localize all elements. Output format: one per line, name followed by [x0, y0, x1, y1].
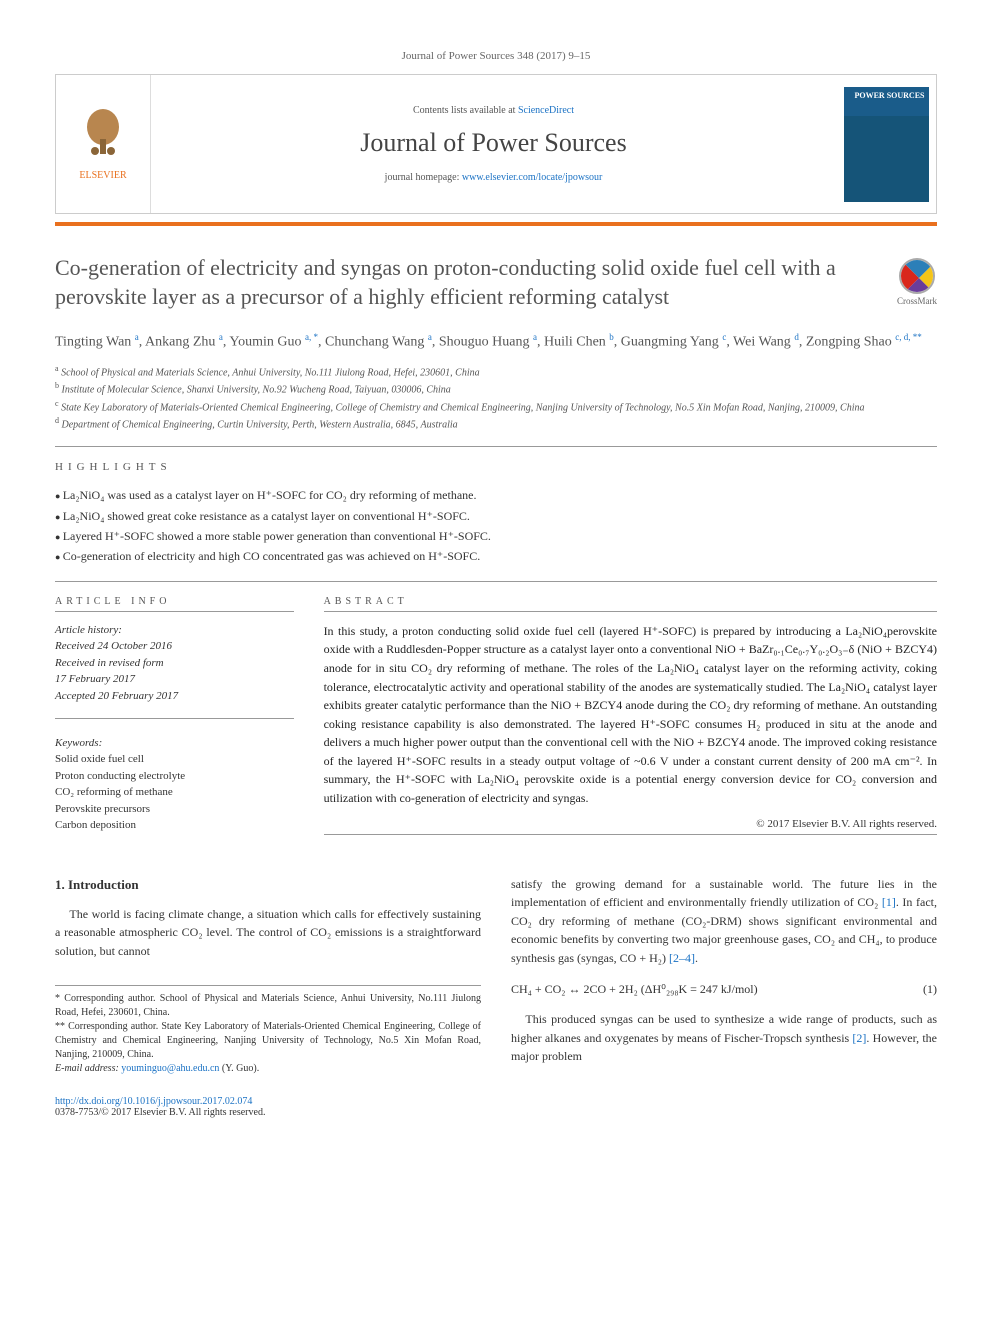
- elsevier-logo: ELSEVIER: [79, 107, 126, 182]
- highlights-list: La₂NiO₄ was used as a catalyst layer on …: [55, 485, 937, 567]
- keywords-list: Solid oxide fuel cellProton conducting e…: [55, 751, 294, 834]
- highlight-item: Layered H⁺-SOFC showed a more stable pow…: [55, 526, 937, 546]
- footer-copyright: 0378-7753/© 2017 Elsevier B.V. All right…: [55, 1107, 937, 1118]
- separator: [55, 446, 937, 447]
- corresponding-footnotes: * Corresponding author. School of Physic…: [55, 985, 481, 1076]
- history-label: Article history:: [55, 622, 294, 639]
- body-columns: 1. Introduction The world is facing clim…: [55, 875, 937, 1076]
- homepage-label: journal homepage:: [385, 172, 462, 183]
- article-info-row: ARTICLE INFO Article history: Received 2…: [55, 596, 937, 849]
- body-col-right: satisfy the growing demand for a sustain…: [511, 875, 937, 1076]
- intro-text: satisfy the growing demand for a sustain…: [511, 877, 937, 910]
- intro-paragraph-2: satisfy the growing demand for a sustain…: [511, 875, 937, 968]
- body-col-left: 1. Introduction The world is facing clim…: [55, 875, 481, 1076]
- keywords-label: Keywords:: [55, 737, 294, 749]
- keyword-item: CO₂ reforming of methane: [55, 784, 294, 801]
- homepage-line: journal homepage: www.elsevier.com/locat…: [385, 172, 603, 183]
- contents-listing: Contents lists available at ScienceDirec…: [413, 105, 574, 116]
- highlight-item: La₂NiO₄ showed great coke resistance as …: [55, 506, 937, 526]
- equation: CH₄ + CO₂ ↔ 2CO + 2H₂ (ΔH⁰₂₉₈K = 247 kJ/…: [511, 980, 758, 999]
- abstract-label: ABSTRACT: [324, 596, 937, 612]
- contents-label: Contents lists available at: [413, 105, 518, 116]
- equation-number: (1): [923, 980, 937, 999]
- history-received: Received 24 October 2016: [55, 638, 294, 655]
- abstract-copyright: © 2017 Elsevier B.V. All rights reserved…: [324, 818, 937, 830]
- citation-link[interactable]: [2–4]: [669, 951, 695, 965]
- affiliations: a School of Physical and Materials Scien…: [55, 363, 937, 432]
- equation-row: CH₄ + CO₂ ↔ 2CO + 2H₂ (ΔH⁰₂₉₈K = 247 kJ/…: [511, 980, 937, 999]
- crossmark-badge[interactable]: CrossMark: [897, 258, 937, 306]
- keyword-item: Carbon deposition: [55, 817, 294, 834]
- keyword-item: Perovskite precursors: [55, 801, 294, 818]
- journal-name: Journal of Power Sources: [360, 128, 626, 158]
- elsevier-tree-icon: [81, 107, 126, 162]
- highlight-item: Co-generation of electricity and high CO…: [55, 546, 937, 566]
- crossmark-label: CrossMark: [897, 296, 937, 306]
- history-revised-label: Received in revised form: [55, 655, 294, 672]
- journal-reference: Journal of Power Sources 348 (2017) 9–15: [55, 50, 937, 62]
- journal-header: ELSEVIER Contents lists available at Sci…: [55, 74, 937, 214]
- crossmark-icon: [899, 258, 935, 294]
- cover-title: POWER SOURCES: [848, 91, 925, 100]
- highlights-label: HIGHLIGHTS: [55, 461, 937, 473]
- separator: [324, 834, 937, 835]
- cover-thumb-area: POWER SOURCES: [836, 75, 936, 213]
- orange-divider: [55, 222, 937, 226]
- highlight-item: La₂NiO₄ was used as a catalyst layer on …: [55, 485, 937, 505]
- footnote-star2: ** Corresponding author. State Key Labor…: [55, 1020, 481, 1062]
- history-accepted: Accepted 20 February 2017: [55, 688, 294, 705]
- email-person: (Y. Guo).: [219, 1063, 259, 1074]
- email-link[interactable]: youminguo@ahu.edu.cn: [121, 1063, 219, 1074]
- article-info-column: ARTICLE INFO Article history: Received 2…: [55, 596, 294, 849]
- article-info-label: ARTICLE INFO: [55, 596, 294, 612]
- header-center: Contents lists available at ScienceDirec…: [151, 75, 836, 213]
- article-title: Co-generation of electricity and syngas …: [55, 254, 937, 311]
- title-section: Co-generation of electricity and syngas …: [55, 254, 937, 311]
- doi-link[interactable]: http://dx.doi.org/10.1016/j.jpowsour.201…: [55, 1096, 937, 1107]
- intro-paragraph-1: The world is facing climate change, a si…: [55, 905, 481, 961]
- intro-paragraph-3: This produced syngas can be used to synt…: [511, 1010, 937, 1066]
- publisher-logo-area: ELSEVIER: [56, 75, 151, 213]
- footnote-email: E-mail address: youminguo@ahu.edu.cn (Y.…: [55, 1062, 481, 1076]
- footnote-star1: * Corresponding author. School of Physic…: [55, 992, 481, 1020]
- citation-link[interactable]: [2]: [852, 1031, 866, 1045]
- separator: [55, 581, 937, 582]
- keyword-item: Solid oxide fuel cell: [55, 751, 294, 768]
- intro-text: .: [695, 951, 698, 965]
- homepage-link[interactable]: www.elsevier.com/locate/jpowsour: [462, 172, 602, 183]
- introduction-heading: 1. Introduction: [55, 875, 481, 895]
- abstract-column: ABSTRACT In this study, a proton conduct…: [324, 596, 937, 849]
- abstract-text: In this study, a proton conducting solid…: [324, 622, 937, 808]
- citation-link[interactable]: [1]: [882, 895, 896, 909]
- email-label: E-mail address:: [55, 1063, 121, 1074]
- authors-list: Tingting Wan a, Ankang Zhu a, Youmin Guo…: [55, 331, 937, 353]
- history-revised-date: 17 February 2017: [55, 671, 294, 688]
- keyword-item: Proton conducting electrolyte: [55, 768, 294, 785]
- separator: [55, 718, 294, 719]
- publisher-name: ELSEVIER: [79, 170, 126, 182]
- article-history: Article history: Received 24 October 201…: [55, 622, 294, 705]
- journal-cover-thumbnail: POWER SOURCES: [844, 87, 929, 202]
- sciencedirect-link[interactable]: ScienceDirect: [518, 105, 574, 116]
